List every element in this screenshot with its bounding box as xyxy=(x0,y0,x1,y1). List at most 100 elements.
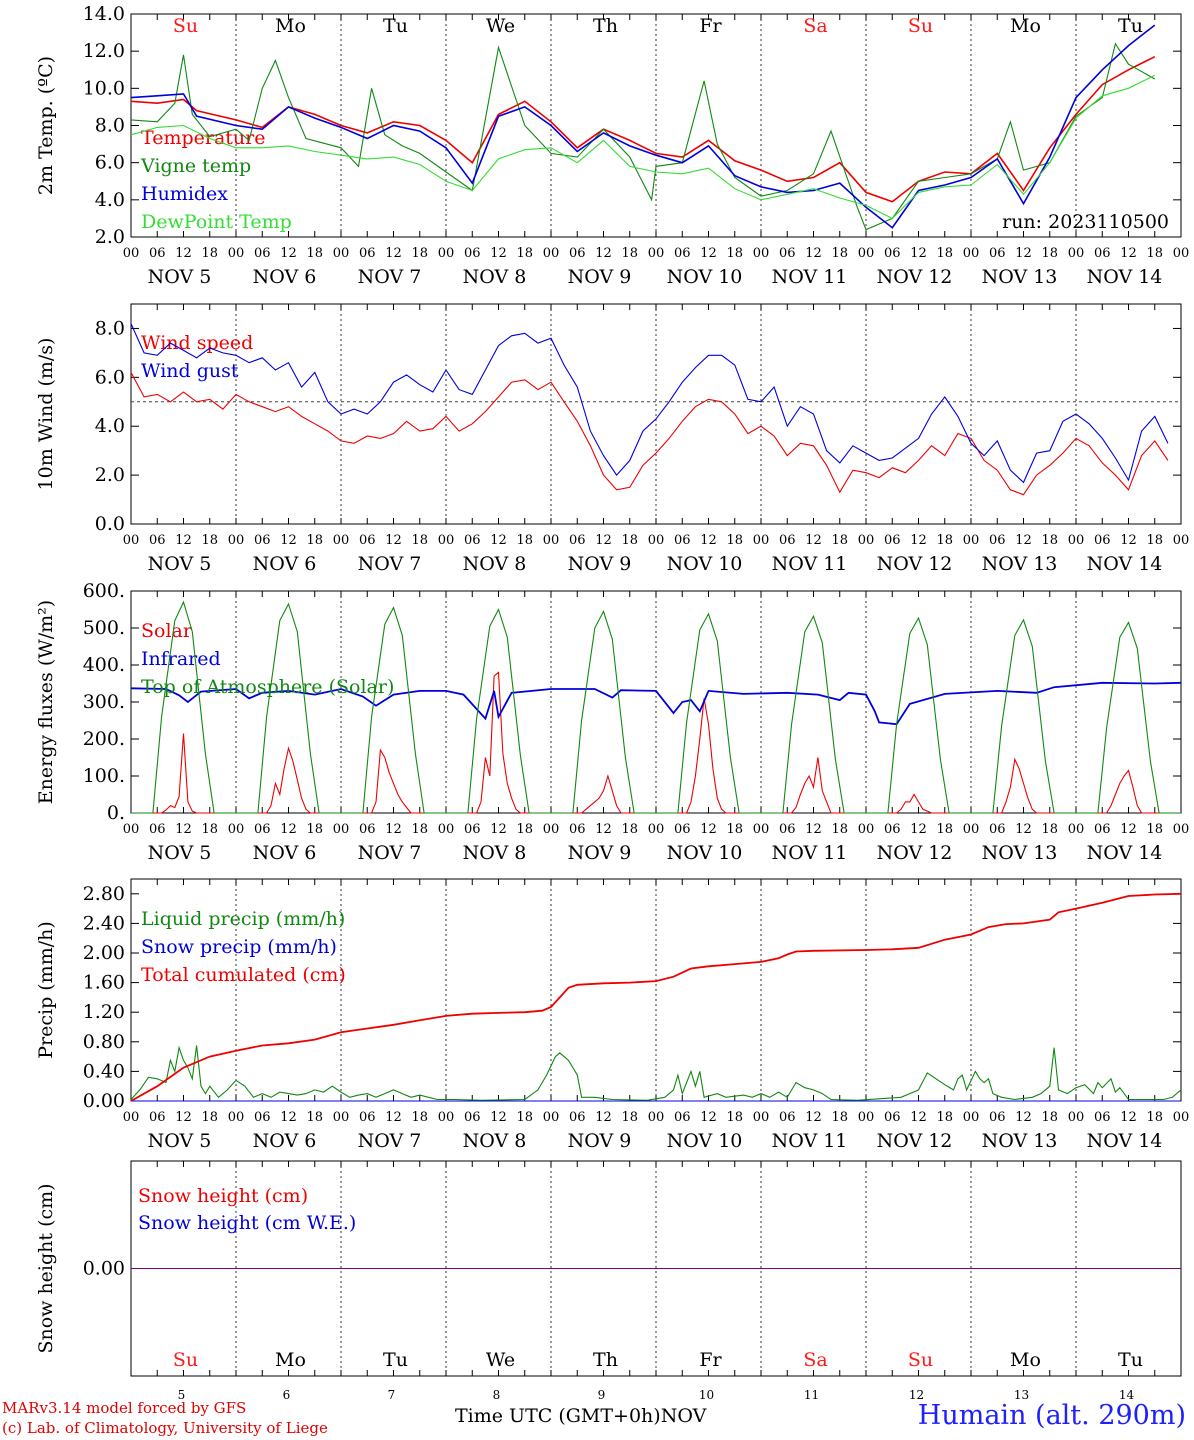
hour-tick-label: 06 xyxy=(569,822,586,837)
y-tick-label: 8.0 xyxy=(95,115,125,137)
hour-tick-label: 12 xyxy=(910,533,927,548)
day-date-label: NOV 12 xyxy=(877,553,953,575)
hour-tick-label: 00 xyxy=(333,822,350,837)
day-date-label: NOV 13 xyxy=(982,553,1058,575)
hour-tick-label: 12 xyxy=(595,246,612,261)
hour-tick-label: 18 xyxy=(936,1110,953,1125)
y-tick-label: 6.0 xyxy=(95,152,125,174)
hour-tick-label: 06 xyxy=(884,533,901,548)
hour-tick-label: 06 xyxy=(359,1110,376,1125)
time-axis-text: Time UTC (GMT+0h) xyxy=(455,1405,661,1427)
hour-tick-label: 00 xyxy=(438,1110,455,1125)
hour-tick-label: 06 xyxy=(674,533,691,548)
weekday-label: Su xyxy=(173,15,198,37)
y-tick-label: 400. xyxy=(83,654,125,676)
hour-tick-label: 06 xyxy=(464,533,481,548)
day-date-label: NOV 7 xyxy=(358,1130,422,1152)
hour-tick-label: 00 xyxy=(753,822,770,837)
y-tick-label: 500. xyxy=(83,617,125,639)
hour-tick-label: 18 xyxy=(1146,822,1163,837)
hour-tick-label: 00 xyxy=(753,1110,770,1125)
hour-tick-label: 06 xyxy=(254,822,271,837)
hour-tick-label: 12 xyxy=(490,246,507,261)
weekday-label: Mo xyxy=(1010,1349,1041,1371)
day-date-label: NOV 8 xyxy=(463,1130,527,1152)
hour-tick-label: 00 xyxy=(1173,1110,1190,1125)
day-number-label: 12 xyxy=(909,1388,924,1402)
weekday-label: Mo xyxy=(275,15,306,37)
day-date-label: NOV 12 xyxy=(877,842,953,864)
hour-tick-label: 06 xyxy=(1094,533,1111,548)
legend-entry: Humidex xyxy=(141,183,228,205)
hour-tick-label: 12 xyxy=(385,533,402,548)
hour-tick-label: 18 xyxy=(831,822,848,837)
y-tick-label: 14.0 xyxy=(83,3,125,25)
series-line xyxy=(130,24,1156,229)
hour-tick-label: 18 xyxy=(306,246,323,261)
hour-tick-label: 06 xyxy=(779,1110,796,1125)
hour-tick-label: 18 xyxy=(936,533,953,548)
hour-tick-label: 18 xyxy=(726,533,743,548)
y-tick-label: 4.0 xyxy=(95,189,125,211)
hour-tick-label: 00 xyxy=(228,1110,245,1125)
y-tick-label: 0.80 xyxy=(83,1031,125,1053)
panel-5: 0.00 Snow height (cm) Su Mo Tu We Th Fr Sa Su Mo Tu… xyxy=(35,1160,1182,1377)
y-tick-label: 300. xyxy=(83,691,125,713)
hour-tick-label: 18 xyxy=(936,246,953,261)
hour-tick-label: 12 xyxy=(1015,533,1032,548)
y-tick-label: 1.60 xyxy=(83,972,125,994)
hour-tick-label: 18 xyxy=(1041,533,1058,548)
y-tick-label: 8.0 xyxy=(95,317,125,339)
lab-credit: (c) Lab. of Climatology, University of L… xyxy=(2,1419,328,1437)
hour-tick-label: 18 xyxy=(201,1110,218,1125)
weekday-label: Su xyxy=(908,1349,933,1371)
hour-tick-label: 06 xyxy=(359,533,376,548)
hour-tick-label: 12 xyxy=(175,1110,192,1125)
panel-3: 0. 100. 200. 300. 400. 500. 600. Energy fluxes … xyxy=(35,580,1189,864)
day-date-label: NOV 9 xyxy=(568,1130,632,1152)
day-number-label: 13 xyxy=(1014,1388,1029,1402)
hour-tick-label: 00 xyxy=(753,246,770,261)
hour-tick-label: 18 xyxy=(1041,822,1058,837)
hour-tick-label: 00 xyxy=(858,533,875,548)
hour-tick-label: 18 xyxy=(726,1110,743,1125)
y-tick-label: 0.0 xyxy=(95,513,125,535)
weekday-label: Fr xyxy=(699,1349,722,1371)
hour-tick-label: 00 xyxy=(858,1110,875,1125)
weekday-label: Mo xyxy=(275,1349,306,1371)
hour-tick-label: 06 xyxy=(989,1110,1006,1125)
hour-tick-label: 12 xyxy=(595,822,612,837)
hour-tick-label: 00 xyxy=(1068,1110,1085,1125)
series-line xyxy=(131,600,1181,814)
weekday-label: Su xyxy=(908,15,933,37)
legend-entry: Liquid precip (mm/h) xyxy=(141,908,345,930)
hour-tick-label: 12 xyxy=(700,246,717,261)
day-date-label: NOV 9 xyxy=(568,266,632,288)
hour-tick-label: 06 xyxy=(359,822,376,837)
hour-tick-label: 18 xyxy=(621,246,638,261)
day-number-label: 9 xyxy=(598,1388,606,1402)
hour-tick-label: 12 xyxy=(910,246,927,261)
day-date-label: NOV 7 xyxy=(358,553,422,575)
hour-tick-label: 18 xyxy=(516,1110,533,1125)
hour-tick-label: 00 xyxy=(228,822,245,837)
series-line xyxy=(130,55,1156,203)
weekday-label: Fr xyxy=(699,15,722,37)
weekday-label: Tu xyxy=(383,1349,408,1371)
station-name: Humain (alt. 290m) xyxy=(917,1400,1186,1431)
hour-tick-label: 12 xyxy=(1120,533,1137,548)
hour-tick-label: 18 xyxy=(726,822,743,837)
hour-tick-label: 06 xyxy=(464,822,481,837)
model-credit: MARv3.14 model forced by GFS xyxy=(2,1399,247,1417)
hour-tick-label: 06 xyxy=(989,246,1006,261)
hour-tick-label: 06 xyxy=(779,822,796,837)
hour-tick-label: 00 xyxy=(1068,822,1085,837)
hour-tick-label: 18 xyxy=(1146,246,1163,261)
weekday-label: Tu xyxy=(383,15,408,37)
hour-tick-label: 00 xyxy=(963,1110,980,1125)
day-date-label: NOV 8 xyxy=(463,842,527,864)
day-date-label: NOV 5 xyxy=(148,842,212,864)
hour-tick-label: 06 xyxy=(989,822,1006,837)
day-number-label: 8 xyxy=(493,1388,501,1402)
y-tick-label: 2.80 xyxy=(83,883,125,905)
